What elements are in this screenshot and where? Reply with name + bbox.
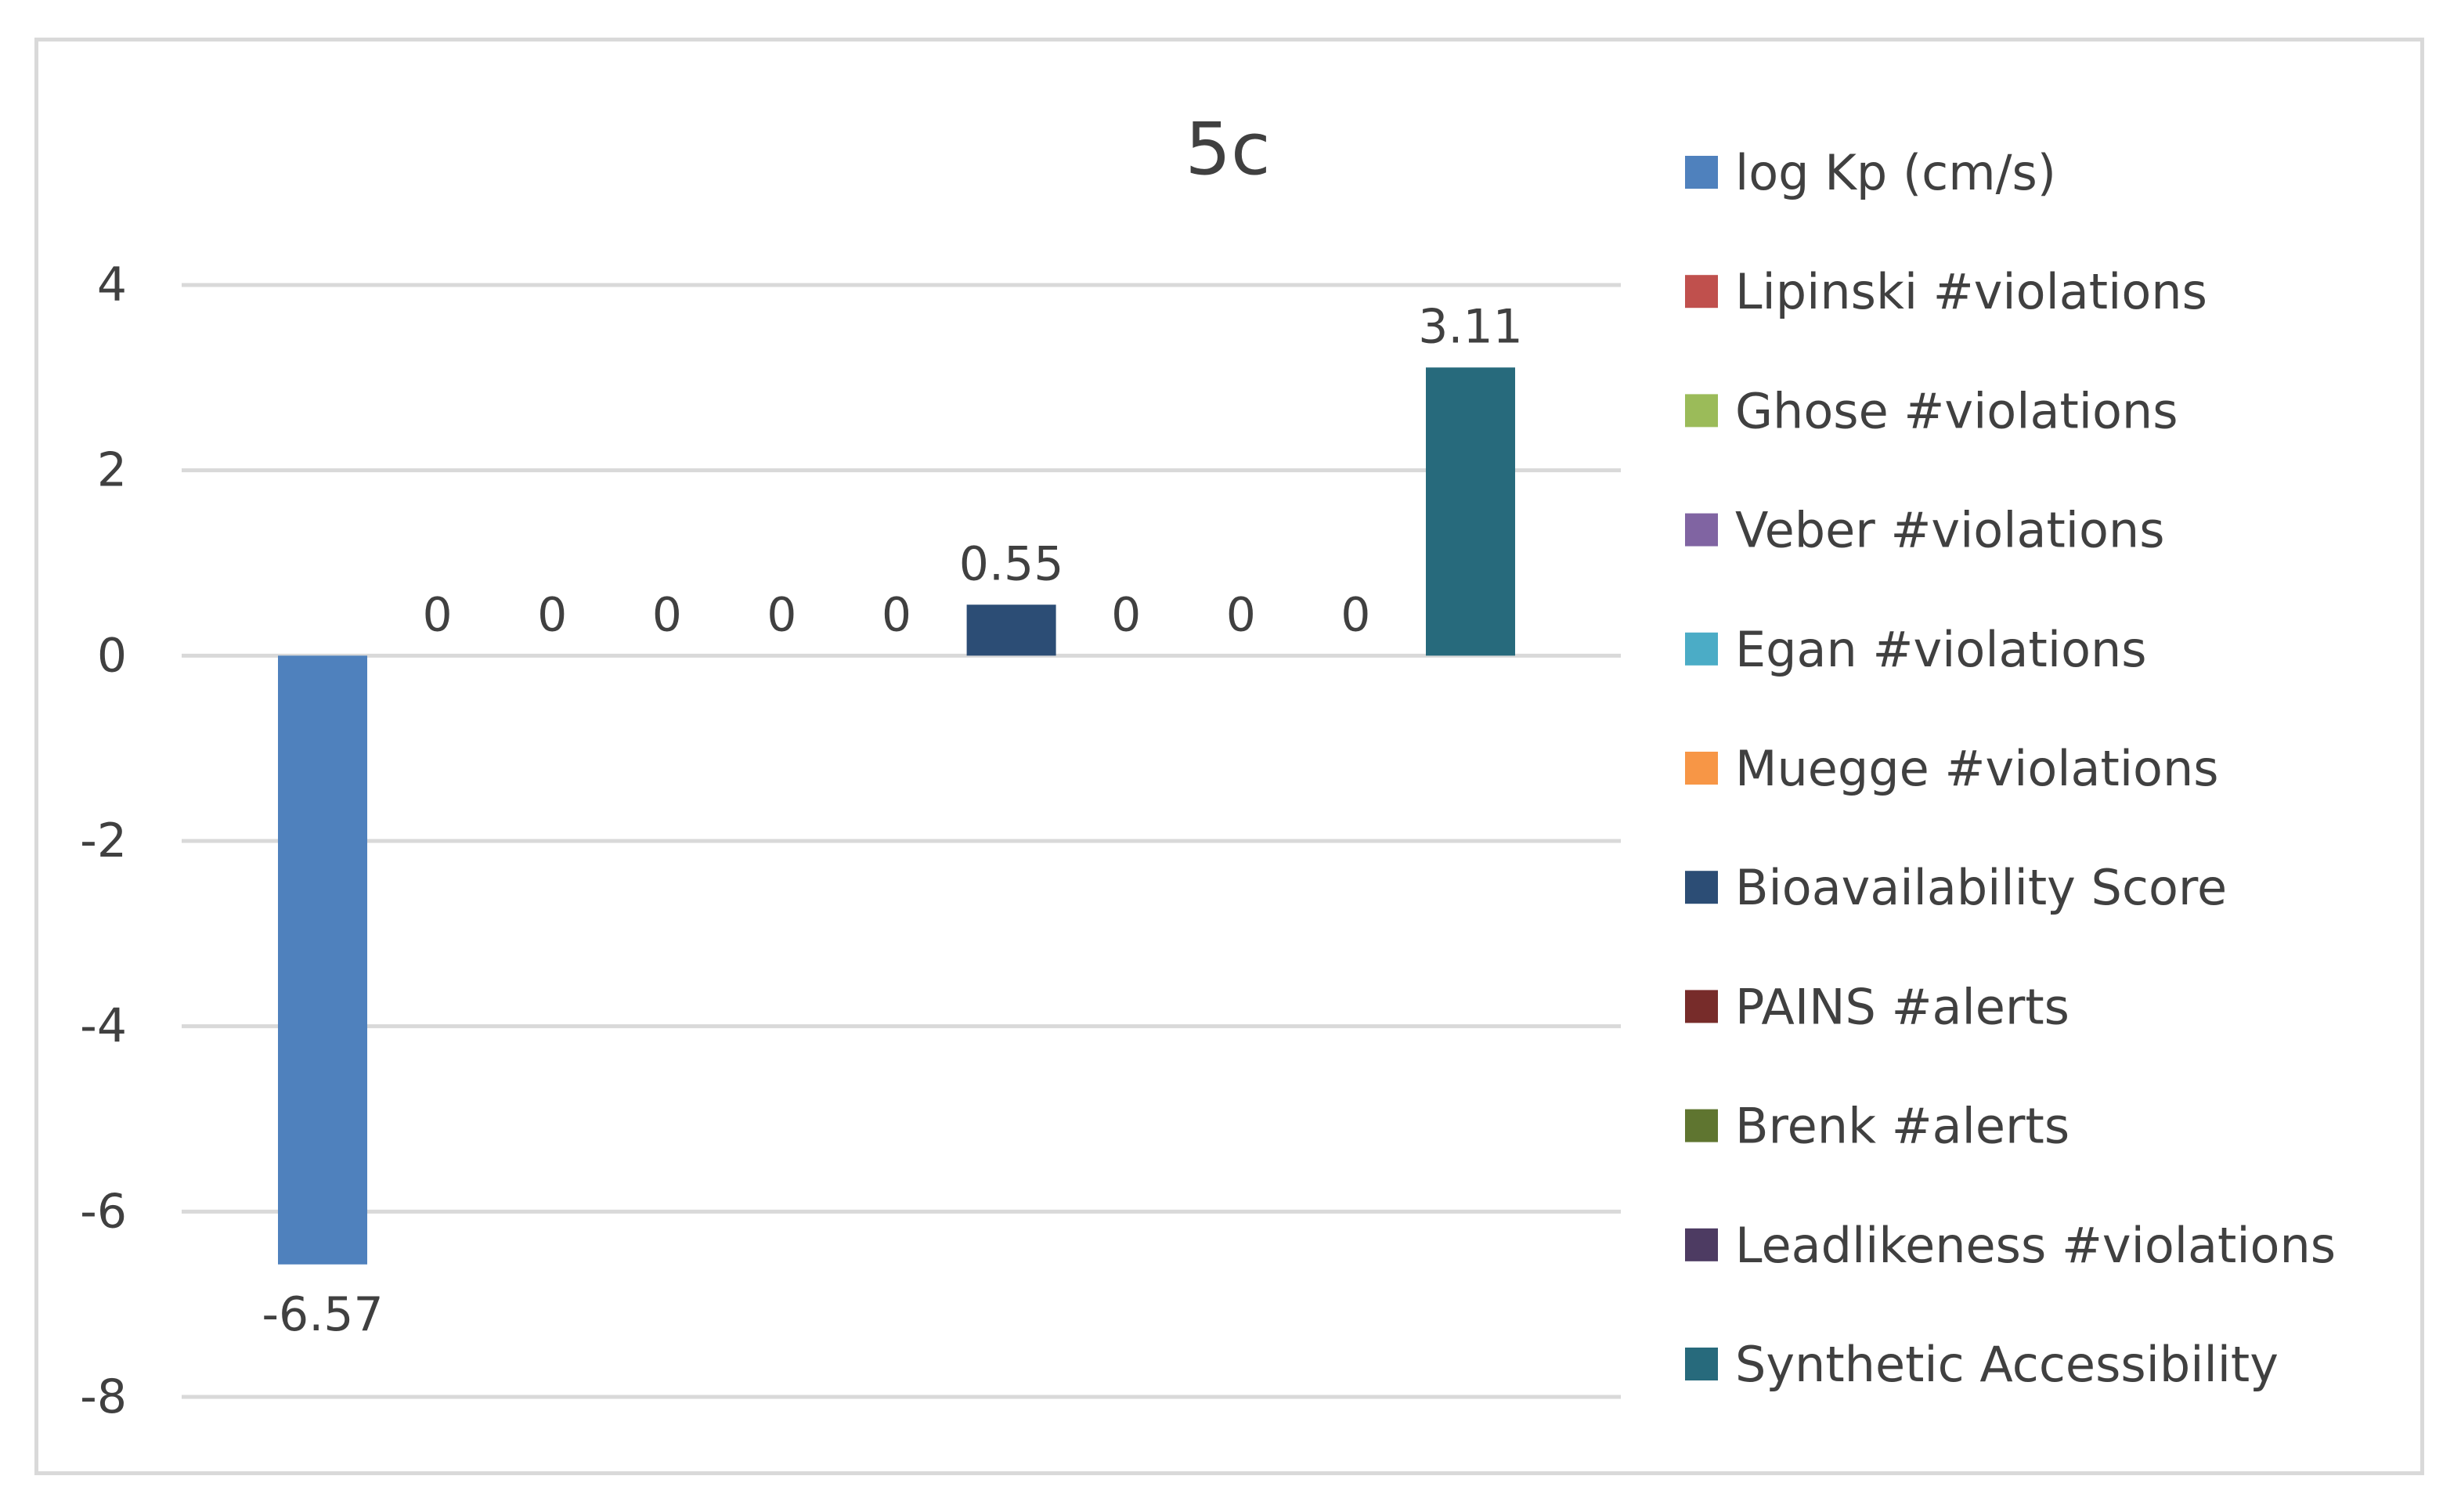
bar xyxy=(966,604,1056,656)
legend-swatch xyxy=(1685,394,1718,428)
legend-swatch xyxy=(1685,1348,1718,1380)
bar xyxy=(1426,367,1515,656)
legend-label: Synthetic Accessibility xyxy=(1735,1336,2279,1393)
data-label: 0 xyxy=(423,587,453,642)
data-label: -6.57 xyxy=(262,1287,383,1342)
legend-label: Muegge #violations xyxy=(1735,740,2219,797)
legend-item: Bioavailability Score xyxy=(1685,859,2227,916)
legend-label: Ghose #violations xyxy=(1735,382,2178,439)
y-tick-label: 4 xyxy=(97,258,127,312)
data-label: 0 xyxy=(767,587,796,642)
gridlines xyxy=(182,283,1621,1399)
data-label: 3.11 xyxy=(1418,299,1523,354)
y-tick-label: -8 xyxy=(80,1369,127,1424)
chart-frame xyxy=(34,38,2424,1475)
legend-label: PAINS #alerts xyxy=(1735,978,2069,1035)
legend-swatch xyxy=(1685,632,1718,666)
legend-item: Brenk #alerts xyxy=(1685,1098,2069,1155)
legend-swatch xyxy=(1685,1109,1718,1142)
legend-item: Veber #violations xyxy=(1685,502,2165,559)
legend: log Kp (cm/s) Lipinski #violations Ghose #… xyxy=(1685,144,2336,1393)
legend-item: Lipinski #violations xyxy=(1685,263,2207,320)
legend-item: Muegge #violations xyxy=(1685,740,2219,797)
data-label: 0 xyxy=(1226,587,1256,642)
y-axis-tick-labels: 4 2 0 -2 -4 -6 -8 xyxy=(80,258,127,1424)
legend-label: Lipinski #violations xyxy=(1735,263,2207,320)
legend-label: Bioavailability Score xyxy=(1735,859,2227,916)
y-tick-label: -4 xyxy=(80,999,127,1054)
bars xyxy=(278,367,1515,1265)
y-tick-label: 0 xyxy=(97,628,127,683)
legend-item: Ghose #violations xyxy=(1685,382,2178,439)
legend-swatch xyxy=(1685,871,1718,904)
legend-swatch xyxy=(1685,752,1718,785)
legend-item: log Kp (cm/s) xyxy=(1685,144,2056,201)
legend-swatch xyxy=(1685,513,1718,547)
data-label: 0 xyxy=(1341,587,1370,642)
legend-item: Egan #violations xyxy=(1685,621,2147,678)
data-label: 0 xyxy=(882,587,911,642)
legend-item: Synthetic Accessibility xyxy=(1685,1336,2279,1393)
legend-label: log Kp (cm/s) xyxy=(1735,144,2056,201)
data-label: 0 xyxy=(1111,587,1141,642)
legend-item: PAINS #alerts xyxy=(1685,978,2069,1035)
y-tick-label: -6 xyxy=(80,1184,127,1239)
legend-label: Veber #violations xyxy=(1735,502,2165,559)
data-labels: -6.57 0 0 0 0 0 0.55 0 0 0 3.11 xyxy=(262,299,1522,1341)
legend-label: Egan #violations xyxy=(1735,621,2147,678)
legend-swatch xyxy=(1685,156,1718,189)
legend-label: Brenk #alerts xyxy=(1735,1098,2069,1155)
legend-swatch xyxy=(1685,1228,1718,1261)
legend-item: Leadlikeness #violations xyxy=(1685,1217,2336,1274)
legend-label: Leadlikeness #violations xyxy=(1735,1217,2336,1274)
chart-title: 5c xyxy=(1185,107,1270,191)
data-label: 0 xyxy=(537,587,567,642)
legend-swatch xyxy=(1685,275,1718,309)
y-tick-label: -2 xyxy=(80,814,127,868)
bar xyxy=(278,655,367,1265)
legend-swatch xyxy=(1685,990,1718,1023)
data-label: 0.55 xyxy=(959,536,1064,591)
y-tick-label: 2 xyxy=(97,443,127,498)
data-label: 0 xyxy=(652,587,682,642)
